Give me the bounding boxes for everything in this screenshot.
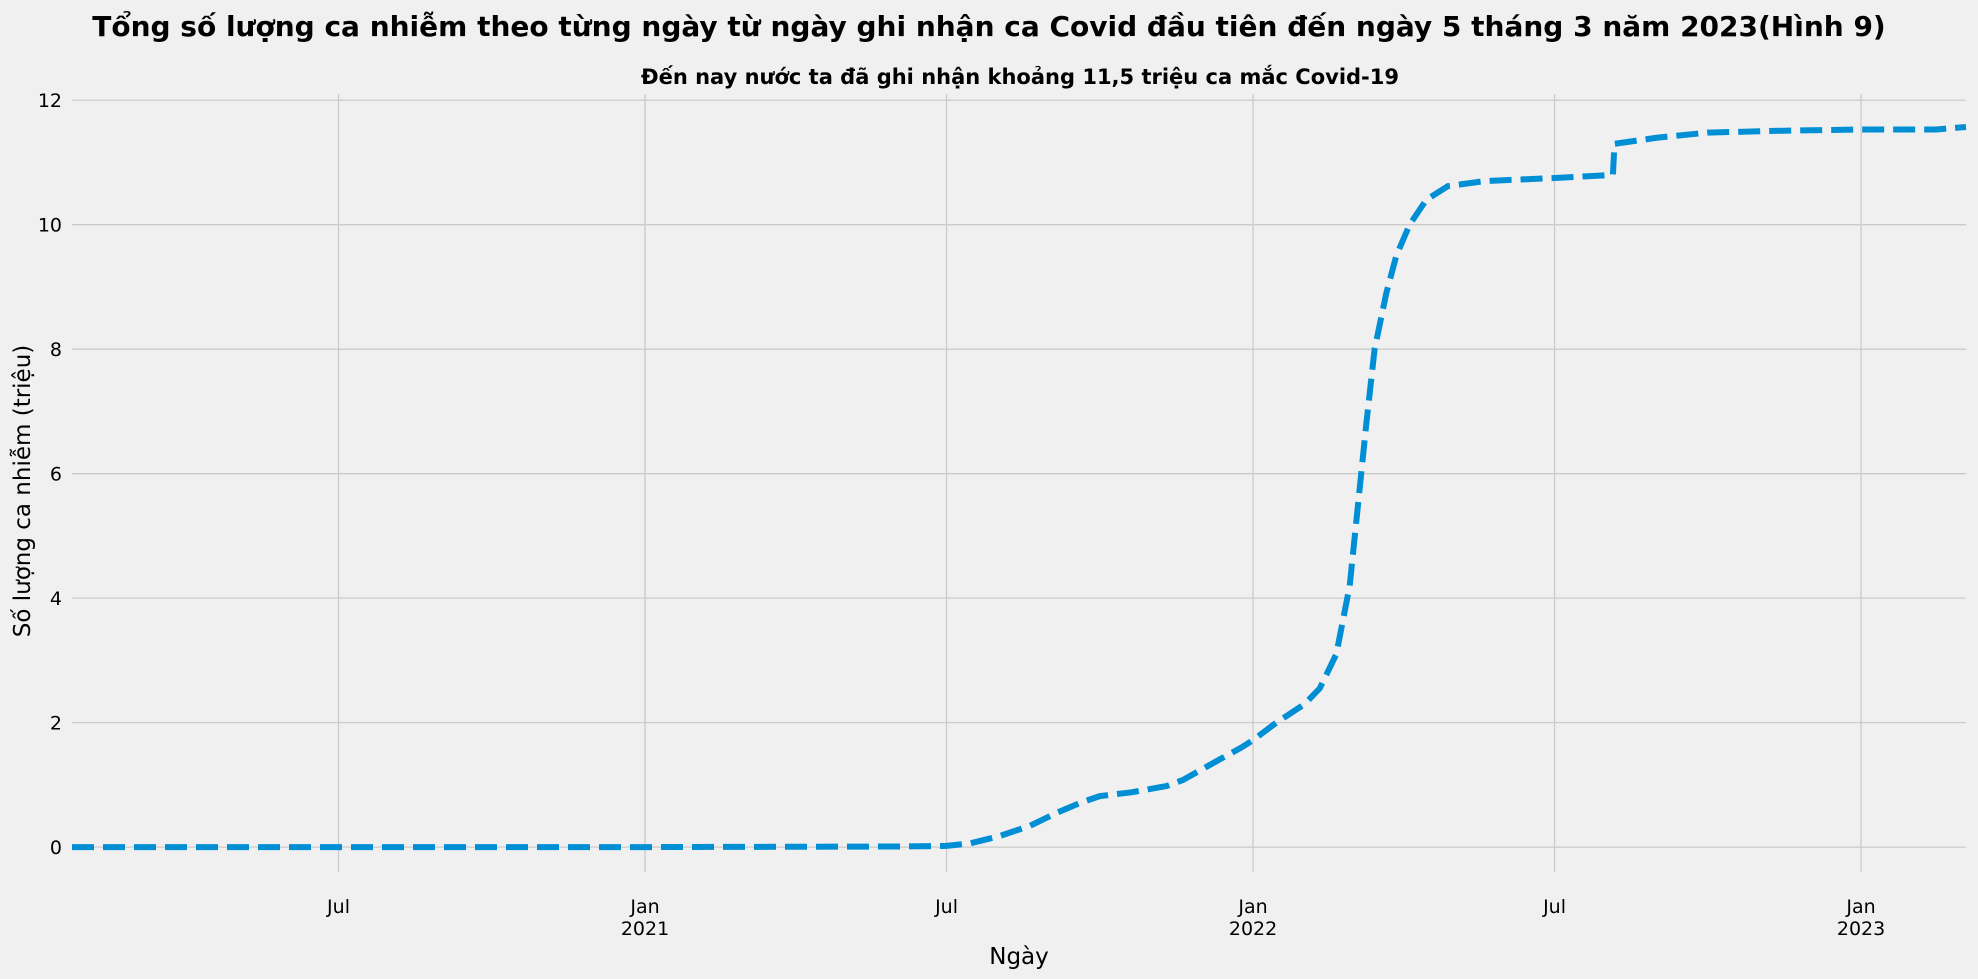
chart-subtitle: Đến nay nước ta đã ghi nhận khoảng 11,5 … bbox=[641, 64, 1399, 89]
x-tick-label: Jul bbox=[1542, 896, 1566, 918]
y-tick-label: 6 bbox=[50, 464, 62, 486]
grid bbox=[72, 94, 1966, 872]
y-tick-label: 4 bbox=[50, 588, 62, 610]
x-tick-year-label: 2021 bbox=[621, 918, 669, 940]
y-tick-label: 8 bbox=[50, 339, 62, 361]
y-tick-label: 12 bbox=[38, 90, 62, 112]
x-tick-label: Jan bbox=[1237, 896, 1267, 918]
y-axis-label: Số lượng ca nhiễm (triệu) bbox=[8, 345, 36, 638]
y-tick-label: 2 bbox=[50, 713, 62, 735]
y-tick-label: 0 bbox=[50, 837, 62, 859]
chart-title: Tổng số lượng ca nhiễm theo từng ngày từ… bbox=[92, 9, 1885, 43]
y-tick-label: 10 bbox=[38, 215, 62, 237]
x-tick-label: Jan bbox=[629, 896, 659, 918]
x-tick-label: Jan bbox=[1845, 896, 1875, 918]
x-tick-year-label: 2023 bbox=[1837, 918, 1885, 940]
x-axis-label: Ngày bbox=[989, 944, 1049, 970]
y-axis-ticks: 0 2 4 6 8 10 12 bbox=[38, 90, 62, 859]
series-line bbox=[72, 124, 1967, 851]
x-tick-label: Jul bbox=[326, 896, 350, 918]
x-tick-label: Jul bbox=[934, 896, 958, 918]
x-tick-year-label: 2022 bbox=[1229, 918, 1277, 940]
